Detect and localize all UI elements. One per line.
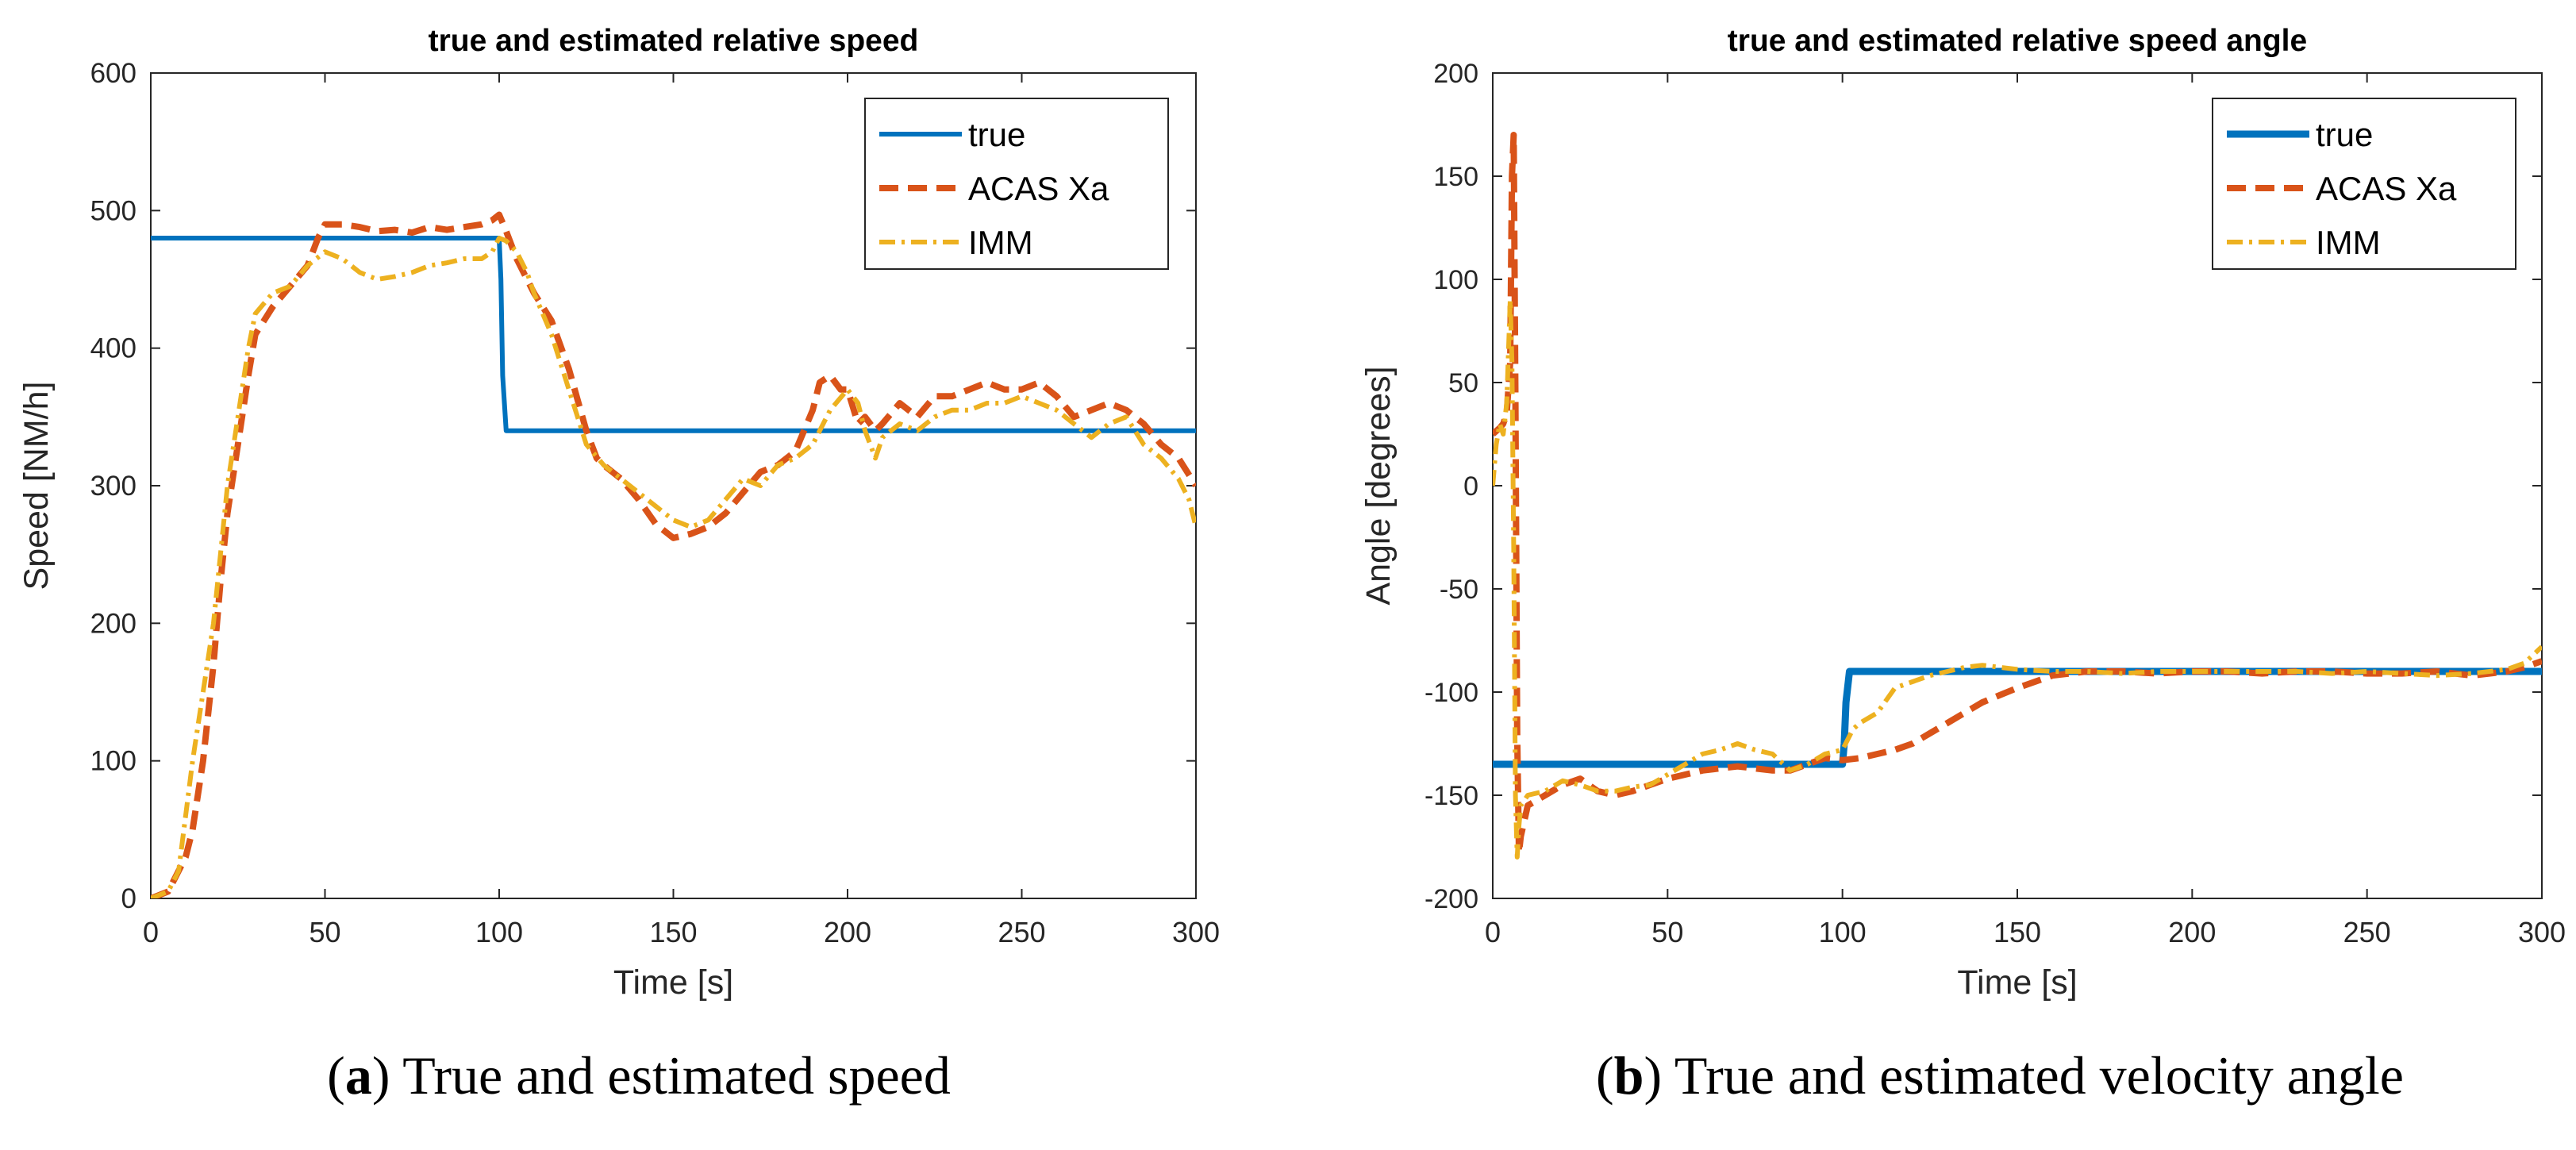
y-tick-label: -100 [1424, 678, 1478, 708]
x-tick-label: 300 [1172, 916, 1220, 948]
y-tick-label: -200 [1424, 884, 1478, 914]
legend-label: IMM [968, 224, 1033, 261]
y-tick-label: 150 [1433, 162, 1478, 192]
angle-chart-title: true and estimated relative speed angle [1728, 24, 2307, 58]
x-tick-label: 100 [1819, 916, 1867, 948]
x-tick-label: 250 [2343, 916, 2391, 948]
y-tick-label: -150 [1424, 781, 1478, 811]
y-tick-label: -50 [1440, 575, 1478, 605]
angle-chart-ylabel: Angle [degrees] [1359, 366, 1398, 605]
caption-a: (a) True and estimated speed [327, 1045, 951, 1106]
speed-chart-ylabel: Speed [NM/h] [17, 382, 56, 590]
y-tick-label: 0 [121, 883, 136, 914]
caption-a-text: True and estimated speed [390, 1045, 950, 1106]
legend-label: ACAS Xa [2316, 170, 2457, 207]
y-tick-label: 600 [90, 58, 136, 89]
y-tick-label: 200 [90, 608, 136, 639]
x-tick-label: 250 [998, 916, 1045, 948]
series-line-imm [1493, 298, 2542, 860]
series-line-acas-xa [151, 211, 1196, 898]
caption-b-letter: b [1614, 1045, 1644, 1106]
y-tick-label: 0 [1463, 471, 1478, 502]
y-tick-label: 400 [90, 333, 136, 364]
angle-chart-xlabel: Time [s] [1957, 963, 2077, 1002]
caption-b: (b) True and estimated velocity angle [1596, 1045, 2404, 1106]
x-tick-label: 50 [1651, 916, 1683, 948]
y-tick-label: 50 [1448, 368, 1478, 398]
caption-a-letter: a [345, 1045, 372, 1106]
x-tick-label: 300 [2518, 916, 2566, 948]
legend-label: ACAS Xa [968, 170, 1109, 207]
y-tick-label: 100 [1433, 265, 1478, 295]
x-tick-label: 150 [649, 916, 697, 948]
speed-chart-title: true and estimated relative speed [429, 24, 919, 58]
y-tick-label: 500 [90, 195, 136, 226]
angle-chart-panel: true and estimated relative speed angle … [1359, 24, 2566, 1002]
x-tick-label: 100 [475, 916, 523, 948]
y-tick-label: 100 [90, 746, 136, 777]
x-tick-label: 150 [1994, 916, 2041, 948]
legend-label: true [2316, 116, 2373, 153]
series-line-true [151, 236, 1196, 433]
y-tick-label: 200 [1433, 59, 1478, 89]
legend-label: true [968, 116, 1025, 153]
caption-b-text: True and estimated velocity angle [1662, 1045, 2404, 1106]
series-line-imm [151, 236, 1196, 898]
series-line-true [1493, 667, 2542, 768]
y-tick-label: 300 [90, 471, 136, 502]
x-tick-label: 200 [2168, 916, 2216, 948]
x-tick-label: 0 [143, 916, 159, 948]
speed-chart-xlabel: Time [s] [613, 963, 733, 1002]
legend-label: IMM [2316, 224, 2381, 261]
x-tick-label: 0 [1485, 916, 1501, 948]
x-tick-label: 200 [824, 916, 871, 948]
x-tick-label: 50 [309, 916, 340, 948]
speed-chart-panel: true and estimated relative speed Time [… [17, 24, 1220, 1002]
